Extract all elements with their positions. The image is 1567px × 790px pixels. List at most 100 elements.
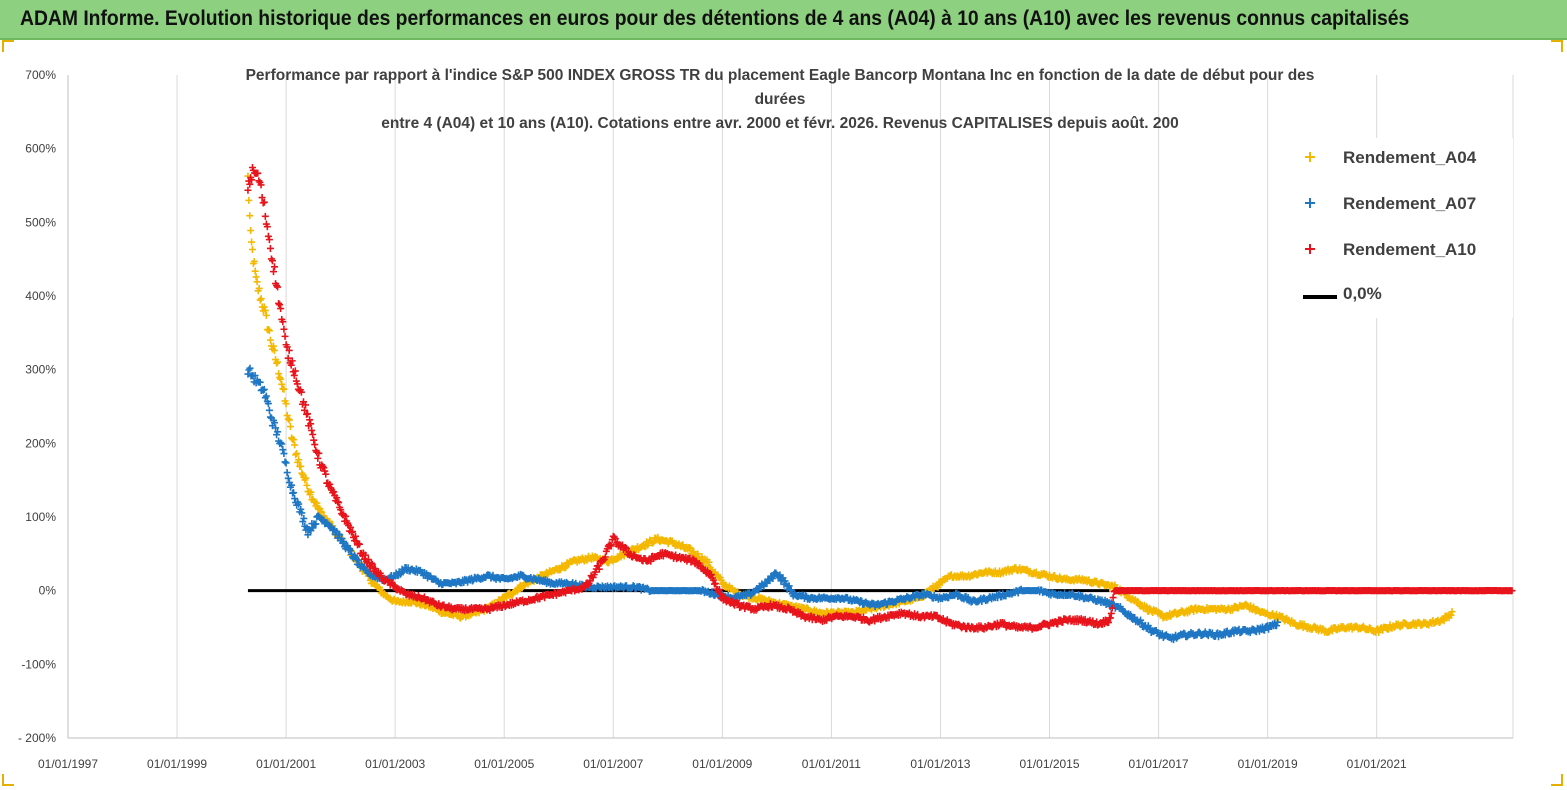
- point-Rendement_A10-55: [301, 406, 309, 414]
- point-Rendement_A10-339: [586, 577, 594, 585]
- point-Rendement_A04-1193: [1447, 611, 1455, 619]
- point-Rendement_A10-106: [352, 532, 360, 540]
- point-Rendement_A04-1194: [1448, 608, 1456, 616]
- point-Rendement_A10-84: [330, 488, 338, 496]
- point-Rendement_A07-18: [262, 392, 270, 400]
- point-Rendement_A07-44: [290, 489, 298, 497]
- point-Rendement_A10-853: [1105, 618, 1112, 626]
- point-Rendement_A10-16: [260, 198, 268, 206]
- x-tick-label-5: 01/01/2007: [583, 757, 643, 771]
- point-Rendement_A10-2: [246, 180, 254, 188]
- point-Rendement_A07-52: [298, 509, 306, 517]
- point-Rendement_A07-1007: [1261, 626, 1269, 634]
- point-Rendement_A10-855: [1106, 614, 1114, 622]
- y-tick-label-2: 0%: [39, 584, 57, 598]
- y-tick-label-7: 500%: [25, 215, 56, 229]
- point-Rendement_A04-12: [255, 284, 263, 292]
- point-Rendement_A10-68: [314, 454, 322, 462]
- point-Rendement_A07-29: [274, 428, 282, 436]
- point-Rendement_A04-29: [273, 359, 281, 367]
- frame-corner-br: [1551, 774, 1563, 786]
- point-Rendement_A04-22: [265, 327, 273, 335]
- point-Rendement_A04-36: [280, 385, 288, 393]
- point-Rendement_A07-34: [279, 446, 287, 454]
- point-Rendement_A07-2: [246, 364, 254, 372]
- point-Rendement_A07-49: [295, 500, 303, 508]
- point-Rendement_A04-10: [253, 278, 261, 286]
- point-Rendement_A04-34: [278, 380, 286, 388]
- point-Rendement_A07-536: [785, 582, 793, 590]
- point-Rendement_A07-33: [278, 440, 286, 448]
- chart-title-line-2: durées: [754, 91, 806, 108]
- y-tick-label-1: -100%: [21, 657, 56, 671]
- point-Rendement_A10-45: [290, 371, 298, 379]
- point-Rendement_A10-13: [257, 181, 265, 189]
- point-Rendement_A04-8: [251, 267, 259, 275]
- point-Rendement_A07-36: [281, 458, 289, 466]
- point-Rendement_A10-4: [248, 176, 256, 184]
- point-Rendement_A04-315: [561, 564, 569, 572]
- x-tick-label-2: 01/01/2001: [256, 757, 316, 771]
- y-tick-label-4: 200%: [25, 436, 56, 450]
- point-Rendement_A10-802: [1054, 620, 1062, 628]
- point-Rendement_A04-26: [270, 342, 278, 350]
- point-Rendement_A10-58: [304, 410, 312, 418]
- point-Rendement_A04-62: [307, 488, 315, 496]
- x-tick-label-12: 01/01/2021: [1347, 757, 1407, 771]
- point-Rendement_A10-116: [361, 551, 369, 559]
- point-Rendement_A10-858: [1109, 594, 1117, 602]
- point-Rendement_A10-64: [310, 436, 318, 444]
- point-Rendement_A07-874: [1127, 611, 1135, 619]
- point-Rendement_A10-65: [311, 441, 319, 449]
- point-Rendement_A10-73: [319, 462, 327, 470]
- x-tick-label-0: 01/01/1997: [38, 757, 98, 771]
- point-Rendement_A10-48: [293, 380, 301, 388]
- point-Rendement_A10-36: [281, 332, 289, 340]
- point-Rendement_A10-10: [254, 169, 262, 177]
- point-Rendement_A10-34: [279, 318, 287, 326]
- point-Rendement_A04-27: [271, 346, 279, 354]
- point-Rendement_A04-30: [274, 358, 282, 366]
- point-Rendement_A04-685: [934, 583, 942, 591]
- x-tick-label-6: 01/01/2009: [692, 757, 752, 771]
- point-Rendement_A04-52: [297, 462, 305, 470]
- legend-label-zero: 0,0%: [1343, 284, 1382, 303]
- series-Rendement_A04: [244, 172, 1456, 636]
- point-Rendement_A07-21: [265, 406, 273, 414]
- series-Rendement_A10: [244, 163, 1516, 633]
- point-Rendement_A04-3: [247, 226, 255, 234]
- legend-label-a07: Rendement_A07: [1343, 194, 1477, 213]
- point-Rendement_A10-89: [335, 499, 343, 507]
- point-Rendement_A04-23: [266, 336, 274, 344]
- chart-legend: Rendement_A04 Rendement_A07 Rendement_A1…: [1283, 138, 1513, 318]
- point-Rendement_A04-21: [264, 326, 272, 334]
- point-Rendement_A07-39: [284, 474, 292, 482]
- point-Rendement_A04-402: [649, 539, 657, 547]
- point-Rendement_A07-45: [291, 495, 299, 503]
- point-Rendement_A10-87: [333, 494, 341, 502]
- point-Rendement_A10-26: [271, 263, 279, 271]
- point-Rendement_A10-80: [326, 480, 334, 488]
- point-Rendement_A04-47: [292, 451, 300, 459]
- point-Rendement_A07-16: [260, 385, 268, 393]
- report-banner: ADAM Informe. Evolution historique des p…: [0, 0, 1567, 40]
- legend-marker-a10: [1305, 244, 1315, 254]
- point-Rendement_A10-91: [337, 506, 345, 514]
- point-Rendement_A10-52: [297, 388, 305, 396]
- point-Rendement_A10-463: [711, 579, 719, 587]
- frame-corner-tr: [1551, 40, 1563, 52]
- point-Rendement_A10-61: [307, 420, 315, 428]
- x-tick-label-9: 01/01/2015: [1019, 757, 1079, 771]
- point-Rendement_A07-58: [304, 531, 312, 539]
- x-tick-label-11: 01/01/2019: [1238, 757, 1298, 771]
- point-Rendement_A10-28: [273, 282, 281, 290]
- point-Rendement_A10-110: [355, 540, 363, 548]
- point-Rendement_A07-94: [340, 537, 348, 545]
- point-Rendement_A10-359: [606, 541, 614, 549]
- y-tick-label-0: - 200%: [18, 731, 56, 745]
- point-Rendement_A07-38: [283, 469, 291, 477]
- point-Rendement_A10-119: [364, 556, 372, 564]
- point-Rendement_A10-35: [280, 325, 288, 333]
- chart-title-line-3: entre 4 (A04) et 10 ans (A10). Cotations…: [381, 115, 1179, 132]
- point-Rendement_A10-360: [607, 542, 615, 550]
